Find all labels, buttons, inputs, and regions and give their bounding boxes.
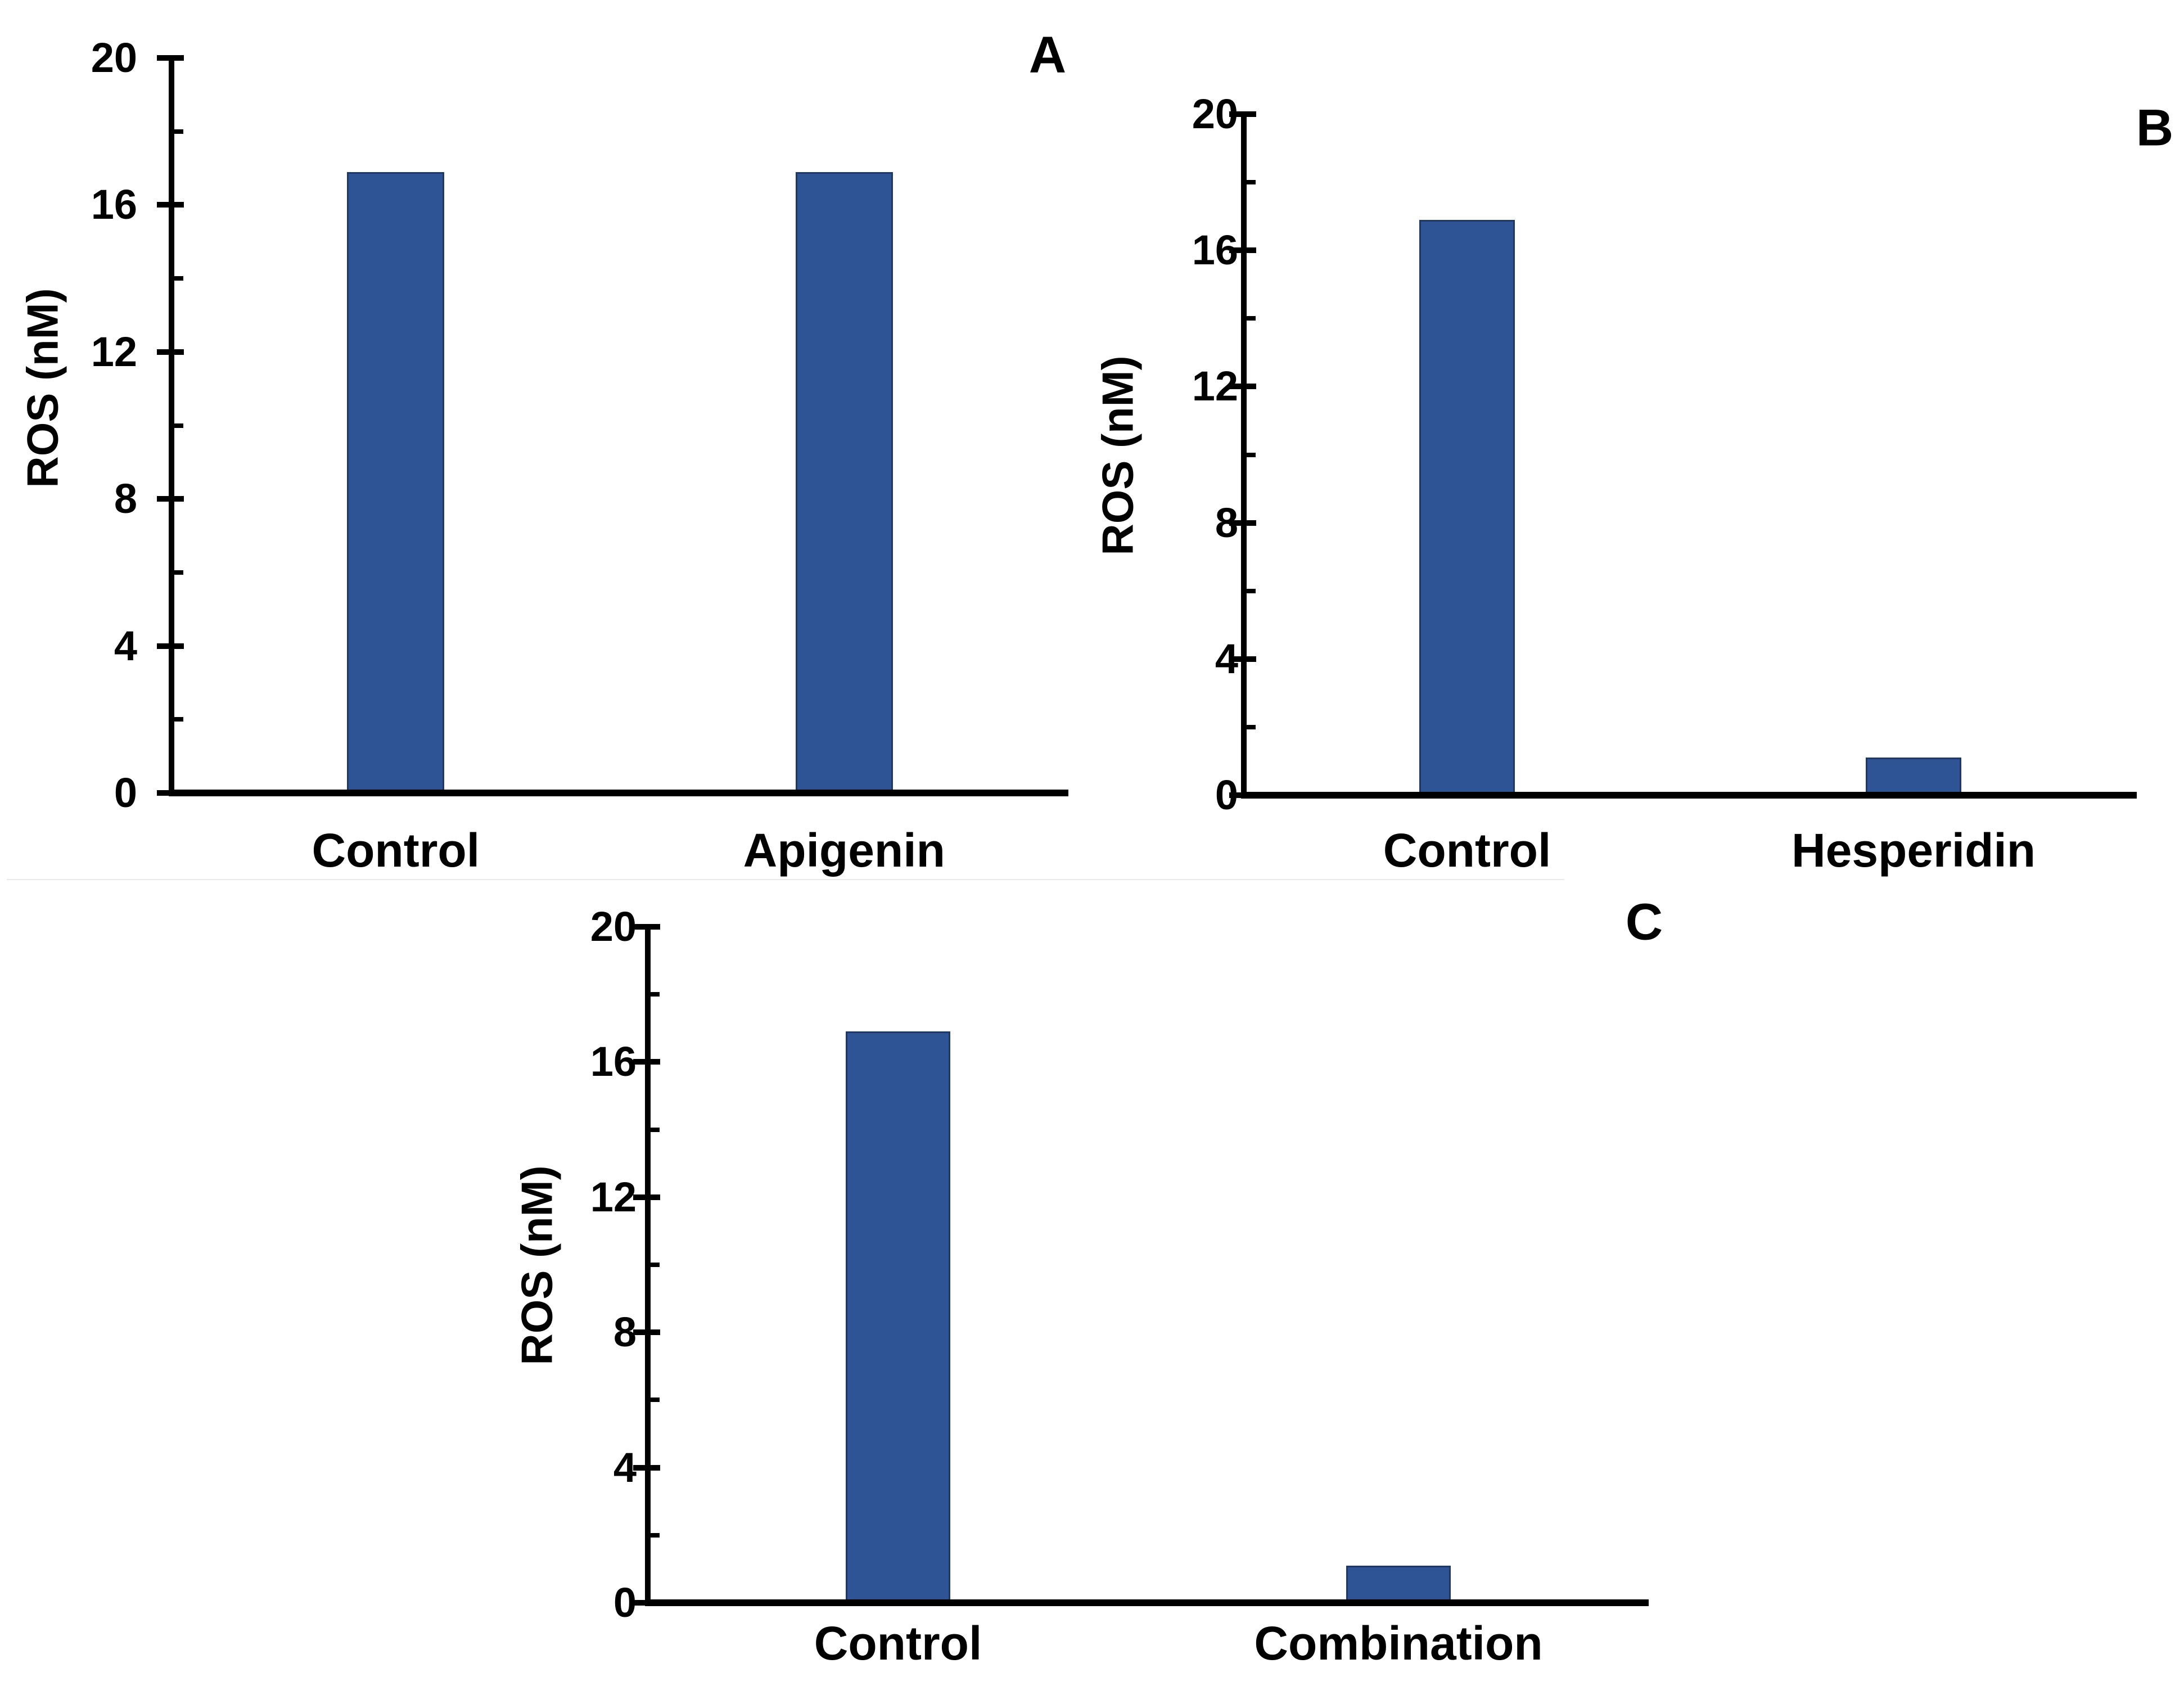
y-tick-label: 8 bbox=[613, 1309, 637, 1356]
bar-control bbox=[347, 172, 445, 790]
x-axis-line bbox=[645, 1599, 1649, 1606]
x-category-label: Control bbox=[1383, 824, 1551, 877]
y-axis-major-tick bbox=[157, 496, 184, 502]
y-axis-minor-tick bbox=[646, 1263, 660, 1267]
x-category-label: Hesperidin bbox=[1791, 824, 2036, 877]
y-axis-minor-tick bbox=[646, 1532, 660, 1538]
y-tick-label: 20 bbox=[91, 34, 137, 81]
y-axis-major-tick bbox=[633, 1059, 660, 1065]
x-category-label: Control bbox=[312, 824, 480, 877]
y-axis-minor-tick bbox=[1242, 316, 1256, 321]
y-axis-minor-tick bbox=[1242, 180, 1256, 185]
y-axis-major-tick bbox=[633, 1464, 660, 1471]
y-tick-label: 16 bbox=[91, 181, 137, 228]
y-tick-label: 16 bbox=[1192, 227, 1238, 274]
bar-control bbox=[846, 1031, 950, 1599]
y-tick-label: 4 bbox=[1215, 635, 1238, 682]
panel-label: A bbox=[1028, 26, 1067, 84]
panel-label: B bbox=[2136, 99, 2174, 157]
y-tick-label: 0 bbox=[114, 769, 137, 816]
bar-hesperidin bbox=[1866, 758, 1961, 792]
y-axis-major-tick bbox=[157, 55, 184, 61]
y-axis-major-tick bbox=[157, 202, 184, 208]
y-axis-title: ROS (nM) bbox=[512, 1165, 562, 1365]
y-axis-major-tick bbox=[157, 790, 184, 796]
bar-combination bbox=[1346, 1565, 1451, 1599]
y-axis-minor-tick bbox=[646, 1127, 660, 1132]
y-axis-major-tick bbox=[633, 1194, 660, 1200]
y-axis-minor-tick bbox=[170, 129, 183, 134]
x-category-label: Apigenin bbox=[743, 824, 945, 877]
y-tick-label: 12 bbox=[91, 328, 137, 375]
y-axis-major-tick bbox=[1229, 247, 1256, 254]
y-tick-label: 0 bbox=[613, 1579, 637, 1626]
y-tick-label: 0 bbox=[1215, 772, 1238, 818]
x-category-label: Combination bbox=[1254, 1617, 1543, 1670]
y-axis-major-tick bbox=[1229, 792, 1256, 798]
y-axis-minor-tick bbox=[1242, 452, 1256, 457]
y-axis-major-tick bbox=[1229, 111, 1256, 117]
y-tick-label: 16 bbox=[590, 1038, 637, 1085]
y-tick-label: 20 bbox=[590, 903, 637, 950]
panel-label: C bbox=[1625, 893, 1663, 951]
y-tick-label: 8 bbox=[114, 475, 137, 522]
y-axis-major-tick bbox=[633, 1600, 660, 1606]
y-axis-minor-tick bbox=[1242, 724, 1256, 729]
y-axis-major-tick bbox=[157, 643, 184, 649]
y-axis-minor-tick bbox=[170, 423, 183, 428]
y-axis-major-tick bbox=[633, 924, 660, 930]
image-seam-line bbox=[7, 879, 1564, 880]
x-axis-line bbox=[1241, 792, 2137, 799]
y-axis-minor-tick bbox=[170, 717, 183, 722]
y-tick-label: 4 bbox=[613, 1444, 637, 1491]
y-axis-major-tick bbox=[157, 349, 184, 355]
bar-apigenin bbox=[795, 172, 893, 790]
y-axis-major-tick bbox=[1229, 384, 1256, 390]
y-axis-major-tick bbox=[633, 1329, 660, 1336]
y-tick-label: 12 bbox=[590, 1173, 637, 1220]
y-axis-major-tick bbox=[1229, 520, 1256, 526]
y-tick-label: 8 bbox=[1215, 499, 1238, 546]
y-tick-label: 12 bbox=[1192, 363, 1238, 410]
y-axis-major-tick bbox=[1229, 656, 1256, 662]
bar-control bbox=[1419, 219, 1515, 792]
y-axis-minor-tick bbox=[170, 276, 183, 281]
y-axis-minor-tick bbox=[646, 1398, 660, 1403]
y-tick-label: 4 bbox=[114, 622, 137, 669]
x-axis-line bbox=[169, 790, 1068, 796]
y-tick-label: 20 bbox=[1192, 91, 1238, 137]
y-axis-minor-tick bbox=[646, 992, 660, 997]
x-category-label: Control bbox=[814, 1617, 982, 1670]
y-axis-minor-tick bbox=[1242, 588, 1256, 593]
y-axis-minor-tick bbox=[170, 570, 183, 575]
